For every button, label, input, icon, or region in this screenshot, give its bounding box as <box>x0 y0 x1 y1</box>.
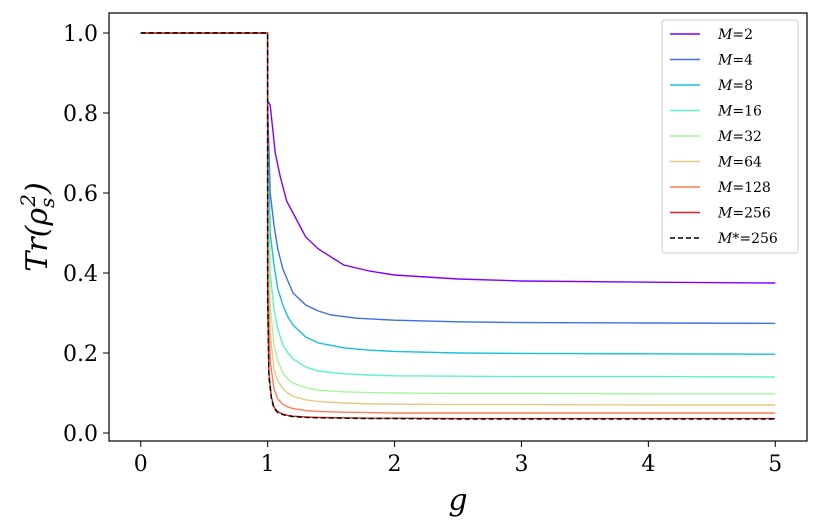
legend-entry: M=32 <box>717 129 762 145</box>
legend-box <box>661 19 799 254</box>
legend-entry: M=256 <box>717 206 771 222</box>
x-axis-label: g <box>448 483 467 518</box>
legend-entry-value: =8 <box>732 78 753 94</box>
legend-entry: M=16 <box>717 104 762 120</box>
x-tick-label: 4 <box>641 452 655 477</box>
legend-entry-value: =16 <box>732 104 762 120</box>
legend-entry: M=8 <box>717 78 753 94</box>
y-axis-label-sup: 2 <box>16 194 40 208</box>
series-line <box>140 32 776 325</box>
series-line <box>140 32 776 378</box>
series-line <box>140 32 776 395</box>
y-tick-label: 0.4 <box>63 262 98 287</box>
x-axis: 0 1 2 3 4 5 <box>134 441 782 477</box>
legend-entry-value: =64 <box>732 155 762 171</box>
series-layer <box>140 32 776 420</box>
legend-entry-var: M <box>717 180 733 196</box>
series-line <box>140 32 776 406</box>
legend-entry-value: =128 <box>732 180 770 196</box>
legend-entry: M=4 <box>717 53 753 69</box>
x-tick-label: 2 <box>388 452 402 477</box>
y-axis-label: Tr(ρs2) <box>16 182 59 271</box>
y-tick-label: 0.8 <box>63 102 98 127</box>
y-tick-label: 0.2 <box>63 342 98 367</box>
series-line <box>140 32 776 355</box>
x-tick-label: 3 <box>514 452 528 477</box>
legend-entry-var: M <box>717 27 733 43</box>
legend-entry-var: M <box>717 129 733 145</box>
series-line <box>140 32 776 414</box>
y-tick-label: 0.0 <box>63 422 98 447</box>
x-tick-label: 5 <box>768 452 782 477</box>
legend-entry-var: M <box>717 53 733 69</box>
legend-entry-value: *=256 <box>732 231 778 247</box>
legend-entry: M*=256 <box>717 231 778 247</box>
legend-entry-value: =4 <box>732 53 753 69</box>
legend-entry-var: M <box>717 155 733 171</box>
legend-entry-value: =32 <box>732 129 762 145</box>
legend-entry-var: M <box>717 206 733 222</box>
y-axis-label-main: Tr(ρ <box>20 208 55 272</box>
y-axis: 0.0 0.2 0.4 0.6 0.8 1.0 <box>63 22 109 447</box>
x-tick-label: 1 <box>261 452 275 477</box>
legend-entry: M=2 <box>717 27 753 43</box>
legend-entry: M=128 <box>717 180 771 196</box>
legend-entry-var: M <box>717 231 733 247</box>
y-tick-label: 0.6 <box>63 182 98 207</box>
legend-entry-var: M <box>717 78 733 94</box>
legend-entry-value: =2 <box>732 27 753 43</box>
legend-entry-var: M <box>717 104 733 120</box>
y-axis-label-close: ) <box>20 182 55 195</box>
legend-entry: M=64 <box>717 155 762 171</box>
series-line <box>140 32 776 420</box>
legend-entry-value: =256 <box>732 206 771 222</box>
series-line <box>140 32 776 284</box>
x-tick-label: 0 <box>134 452 148 477</box>
y-tick-label: 1.0 <box>63 22 98 47</box>
y-axis-label-sub: s <box>35 198 59 208</box>
plot-frame <box>108 12 808 442</box>
